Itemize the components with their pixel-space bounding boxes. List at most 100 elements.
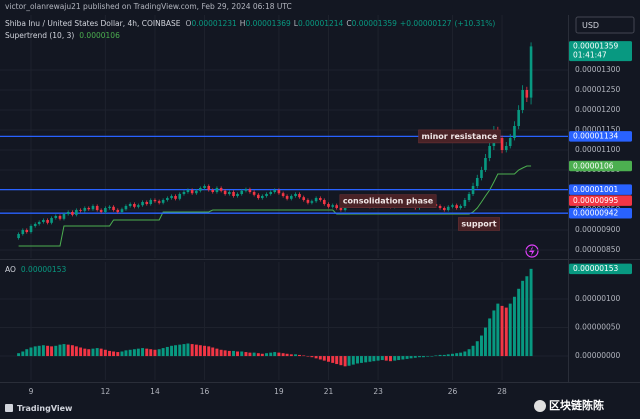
ohlc-value: 0.00001231 <box>191 19 237 28</box>
ao-bar <box>471 345 475 357</box>
ao-bar <box>351 356 355 365</box>
ao-bar <box>397 356 401 361</box>
candle-body <box>54 216 58 218</box>
ao-bar <box>529 268 533 357</box>
ao-bar <box>252 352 256 357</box>
y-tick-label: 0.00000050 <box>575 323 621 332</box>
ao-bar <box>339 356 343 366</box>
candle-body <box>219 188 223 191</box>
annotation: minor resistance <box>418 129 501 144</box>
price-tag-label: 0.00001001 <box>573 185 619 194</box>
candle-body <box>331 205 335 207</box>
candle-body <box>79 210 82 211</box>
ao-bar <box>302 355 306 357</box>
candle-body <box>116 210 120 212</box>
ao-bar <box>29 347 33 357</box>
ao-bar <box>116 352 120 357</box>
price-tag-label: 0.0000106 <box>573 161 614 170</box>
price-tag-label: 0.00001134 <box>573 132 619 141</box>
ao-bar <box>74 346 78 357</box>
candle-body <box>484 158 487 170</box>
change-pct: (+10.31%) <box>455 19 496 28</box>
candle-body <box>343 206 347 210</box>
ao-bar <box>521 280 525 357</box>
ao-bar <box>475 341 479 357</box>
x-tick-label: 26 <box>448 387 458 396</box>
ao-bar <box>479 335 483 357</box>
ao-bar <box>517 288 521 357</box>
annotation: support <box>458 217 500 231</box>
ao-bar <box>310 356 314 358</box>
ao-bar <box>37 345 41 357</box>
currency-box[interactable] <box>575 16 635 34</box>
annotation-text: minor resistance <box>422 132 498 141</box>
candle-body <box>446 206 450 210</box>
candle-body <box>488 146 491 158</box>
ao-bar <box>46 345 50 357</box>
candle-body <box>265 194 268 196</box>
candle-body <box>298 194 301 198</box>
ao-bar <box>512 296 516 357</box>
candle-body <box>467 194 471 200</box>
ao-bar <box>236 351 239 357</box>
candle-body <box>319 198 322 200</box>
countdown: 01:41:47 <box>573 51 607 60</box>
ao-bar <box>128 349 132 357</box>
alert-icon[interactable] <box>525 244 539 258</box>
ao-bar <box>141 348 145 357</box>
symbol-title: Shiba Inu / United States Dollar, 4h, CO… <box>5 19 181 28</box>
ao-bar <box>256 353 260 357</box>
x-tick-label: 12 <box>101 387 111 396</box>
candle-body <box>190 190 194 194</box>
candle-body <box>463 200 467 206</box>
candle-body <box>451 205 454 207</box>
candle-body <box>529 46 533 98</box>
annotation-box <box>458 217 500 231</box>
candle-body <box>195 190 198 194</box>
currency[interactable]: USD <box>582 21 599 30</box>
price-tag-label: 0.00000153 <box>573 264 619 273</box>
ao-bar <box>298 354 301 357</box>
candle-body <box>112 206 115 210</box>
candle-body <box>66 212 70 214</box>
ao-bar <box>41 345 45 357</box>
ao-bar <box>21 351 25 357</box>
candle-body <box>480 170 483 178</box>
alert-bolt[interactable] <box>529 246 535 256</box>
ao-bar <box>265 353 268 357</box>
candle-body <box>500 138 504 150</box>
ao-bar <box>500 305 504 357</box>
ao-bar <box>504 307 508 357</box>
ao-bar <box>277 352 281 357</box>
ao-bar <box>318 356 322 360</box>
ao-bar <box>120 351 124 357</box>
ao-bar <box>335 356 339 365</box>
ao-bar <box>459 352 463 357</box>
ao-bar <box>269 352 273 357</box>
candle-body <box>260 196 264 198</box>
ao-bar <box>343 356 347 367</box>
ao-bar <box>463 351 467 357</box>
candle-body <box>302 197 306 200</box>
candle-body <box>95 206 99 210</box>
ao-bar <box>161 348 165 357</box>
candle-body <box>29 226 33 232</box>
ao-bar <box>54 345 58 357</box>
candle-body <box>203 186 206 188</box>
ao-bar <box>58 344 62 357</box>
candle-body <box>248 189 252 192</box>
candle-body <box>62 214 66 219</box>
alert-circle[interactable] <box>525 244 539 258</box>
candle-body <box>438 206 442 208</box>
candle-body <box>25 230 29 232</box>
y-tick-label: 0.00000850 <box>575 245 621 254</box>
price-tag <box>569 160 632 172</box>
candle-body <box>83 208 87 211</box>
x-tick-label: 23 <box>373 387 383 396</box>
candle-body <box>128 204 132 206</box>
candle-body <box>455 205 458 208</box>
ao-bar <box>393 356 397 361</box>
candle-body <box>141 202 144 206</box>
ao-bar <box>136 348 140 357</box>
